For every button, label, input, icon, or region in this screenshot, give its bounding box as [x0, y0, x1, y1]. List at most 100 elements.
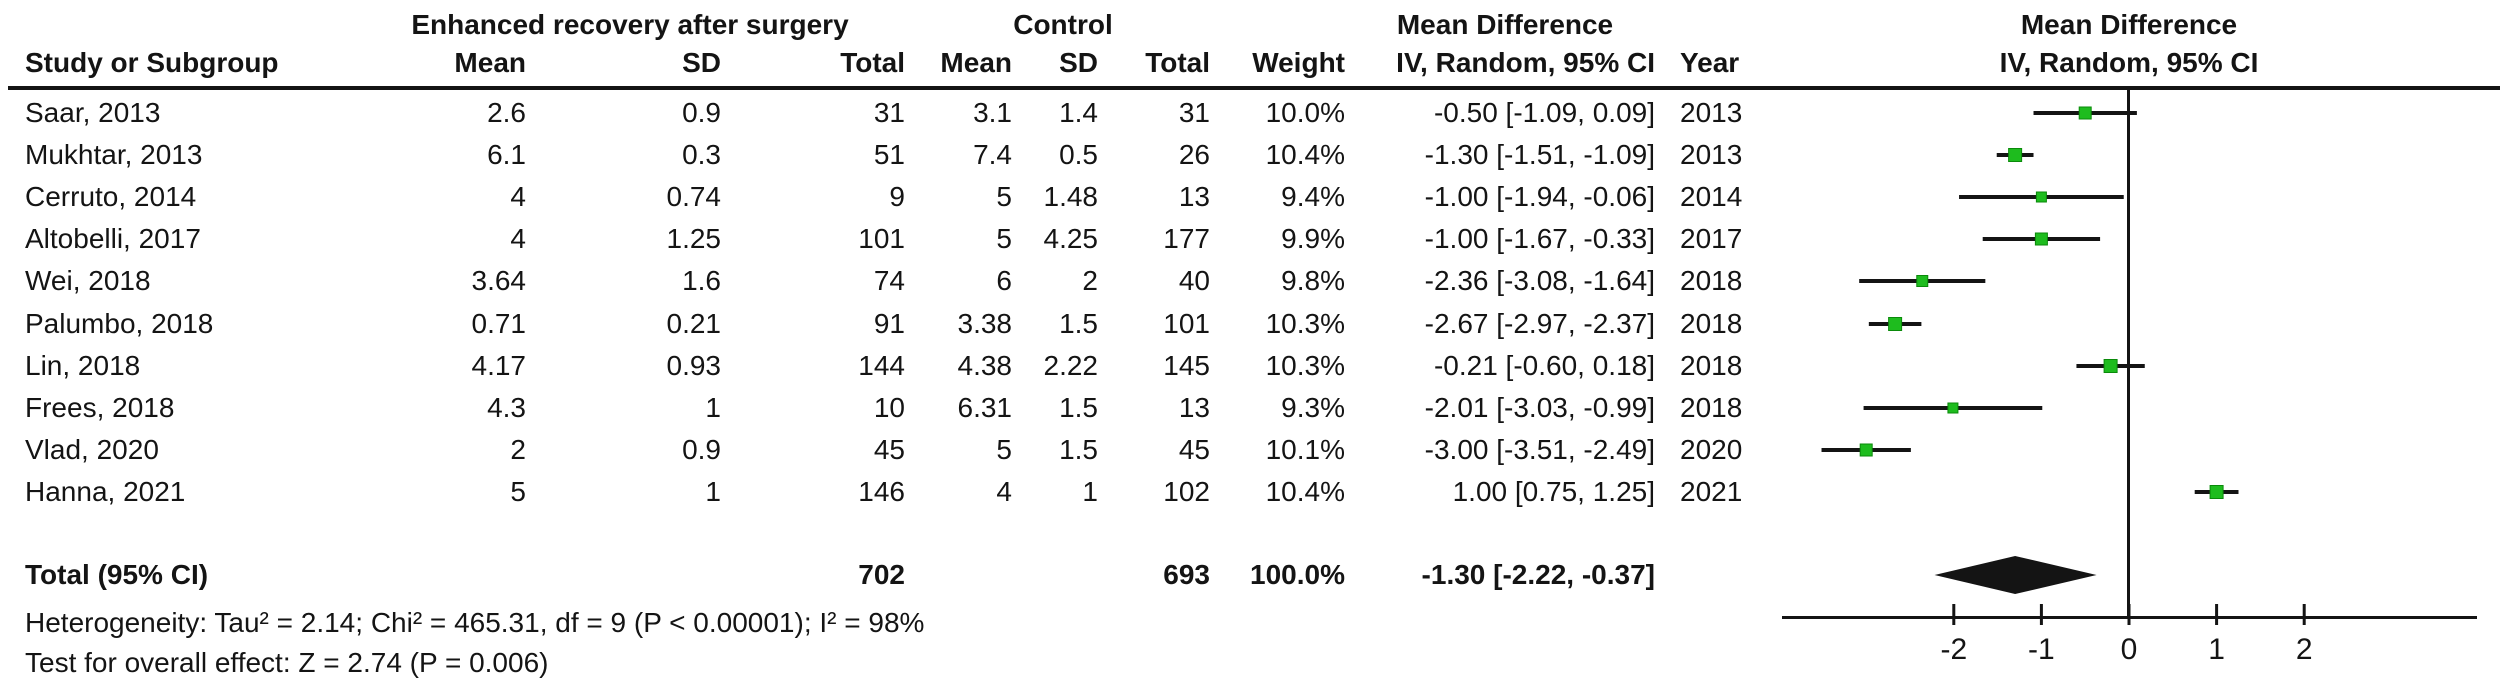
cell-total1: 74	[873, 265, 905, 296]
ci-line	[1863, 406, 2043, 410]
cell-sd1: 0.21	[666, 308, 722, 339]
cell-ci-text: -0.50 [-1.09, 0.09]	[1433, 97, 1655, 128]
cell-sd1: 1.6	[682, 265, 721, 296]
ci-line	[1821, 448, 1911, 452]
cell-sd1: 1.25	[666, 223, 722, 254]
cell-mean1: 4.17	[471, 350, 527, 381]
x-axis	[1782, 616, 2477, 619]
cell-weight: 10.4%	[1265, 139, 1345, 170]
cell-sd2: 1.48	[1043, 181, 1099, 212]
cell-sd2: 1	[1082, 476, 1098, 507]
cell-total2: 177	[1163, 223, 1210, 254]
cell-mean2: 6.31	[957, 392, 1013, 423]
cell-label: Total (95% CI)	[25, 559, 209, 590]
cell-mean2: 6	[996, 265, 1012, 296]
cell-ci-text: -1.30 [-2.22, -0.37]	[1421, 559, 1655, 590]
cell-ci-text: -2.36 [-3.08, -1.64]	[1424, 265, 1655, 296]
col-header-study: Study or Subgroup	[25, 47, 279, 78]
cell-weight: 9.9%	[1281, 223, 1345, 254]
cell-mean2: 4.38	[957, 350, 1013, 381]
group-header-mean-difference: Mean Difference	[1396, 9, 1614, 40]
cell-sd1: 0.74	[666, 181, 722, 212]
cell-weight: 10.0%	[1265, 97, 1345, 128]
cell-sd1: 0.9	[682, 434, 721, 465]
cell-sd1: 1	[705, 392, 721, 423]
cell-label: Hanna, 2021	[25, 476, 186, 507]
cell-mean1: 4	[510, 181, 526, 212]
cell-mean1: 0.71	[471, 308, 527, 339]
ci-line	[1982, 237, 2101, 241]
cell-mean2: 3.38	[957, 308, 1013, 339]
col-header-ci: IV, Random, 95% CI	[1396, 47, 1655, 78]
axis-tick	[2302, 604, 2306, 625]
cell-total1: 144	[858, 350, 905, 381]
cell-mean2: 3.1	[973, 97, 1012, 128]
cell-total2: 26	[1178, 139, 1210, 170]
cell-mean1: 6.1	[487, 139, 526, 170]
cell-sd2: 2	[1082, 265, 1098, 296]
cell-mean1: 2	[510, 434, 526, 465]
ci-line	[2033, 111, 2137, 115]
effect-marker	[2078, 106, 2092, 120]
cell-label: Frees, 2018	[25, 392, 175, 423]
cell-total2: 13	[1178, 392, 1210, 423]
cell-ci-text: -3.00 [-3.51, -2.49]	[1424, 434, 1655, 465]
col-header-mean-eras: Mean	[454, 47, 526, 78]
cell-label: Palumbo, 2018	[25, 308, 214, 339]
cell-sd2: 1.5	[1059, 308, 1098, 339]
ci-line	[1996, 153, 2034, 157]
cell-sd1: 1	[705, 476, 721, 507]
cell-total2: 693	[1163, 559, 1210, 590]
plot-header-mean-difference: Mean Difference	[2020, 9, 2238, 40]
effect-marker	[1859, 443, 1873, 457]
ci-line	[1959, 195, 2124, 199]
col-header-total-control: Total	[1145, 47, 1210, 78]
axis-tick-label: -2	[1940, 633, 1967, 666]
cell-weight: 9.4%	[1281, 181, 1345, 212]
cell-weight: 9.3%	[1281, 392, 1345, 423]
cell-total1: 10	[873, 392, 905, 423]
cell-total1: 45	[873, 434, 905, 465]
cell-label: Cerruto, 2014	[25, 181, 197, 212]
cell-total1: 31	[873, 97, 905, 128]
cell-sd1: 0.93	[666, 350, 722, 381]
cell-label: Saar, 2013	[25, 97, 161, 128]
cell-total1: 51	[873, 139, 905, 170]
cell-mean1: 3.64	[471, 265, 527, 296]
cell-mean2: 5	[996, 181, 1012, 212]
axis-tick	[1952, 604, 1956, 625]
group-header-eras: Enhanced recovery after surgery	[411, 9, 849, 40]
col-header-sd-eras: SD	[682, 47, 721, 78]
cell-ci-text: 1.00 [0.75, 1.25]	[1452, 476, 1655, 507]
cell-year: 2021	[1680, 476, 1743, 507]
cell-total2: 31	[1178, 97, 1210, 128]
cell-sd1: 0.9	[682, 97, 721, 128]
plot-header-ci: IV, Random, 95% CI	[1999, 47, 2259, 78]
cell-sd1: 0.3	[682, 139, 721, 170]
group-header-control: Control	[1013, 9, 1113, 40]
axis-tick-label: 0	[2121, 633, 2138, 666]
cell-total2: 13	[1178, 181, 1210, 212]
cell-total2: 45	[1178, 434, 1210, 465]
axis-tick	[2215, 604, 2219, 625]
ci-line	[1859, 279, 1986, 283]
cell-year: 2020	[1680, 434, 1743, 465]
cell-sd2: 1.5	[1059, 434, 1098, 465]
cell-total2: 40	[1178, 265, 1210, 296]
cell-total2: 145	[1163, 350, 1210, 381]
effect-marker	[2103, 359, 2118, 373]
cell-total1: 702	[858, 559, 905, 590]
cell-mean1: 5	[510, 476, 526, 507]
cell-ci-text: -1.00 [-1.94, -0.06]	[1424, 181, 1655, 212]
effect-marker	[2034, 232, 2048, 246]
cell-mean2: 4	[996, 476, 1012, 507]
cell-year: 2017	[1680, 223, 1743, 254]
col-header-mean-control: Mean	[940, 47, 1012, 78]
col-header-total-eras: Total	[840, 47, 905, 78]
axis-tick-label: 1	[2208, 633, 2225, 666]
cell-label: Vlad, 2020	[25, 434, 159, 465]
effect-marker	[2008, 148, 2023, 162]
cell-weight: 10.1%	[1265, 434, 1345, 465]
overall-effect-test: Test for overall effect: Z = 2.74 (P = 0…	[25, 647, 549, 678]
cell-label: Mukhtar, 2013	[25, 139, 203, 170]
